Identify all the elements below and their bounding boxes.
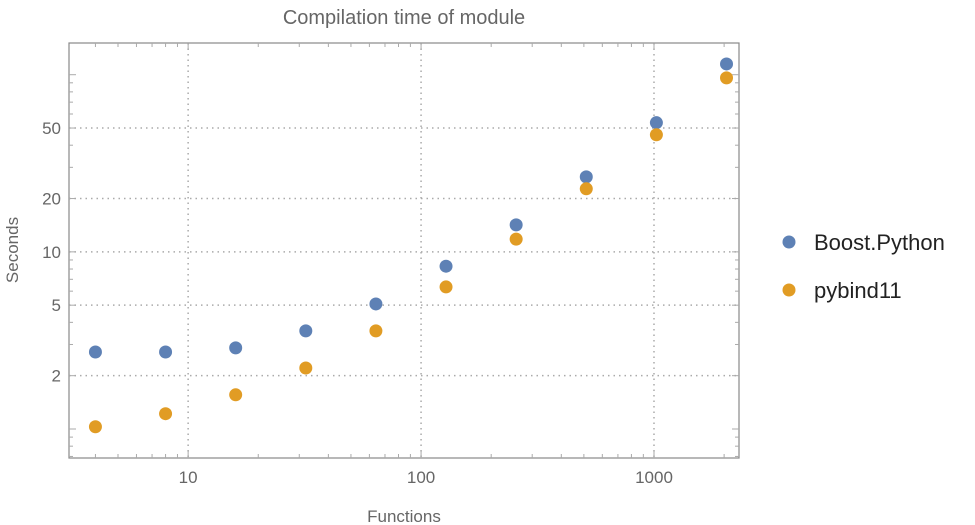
x-tick-label: 10 [179, 468, 198, 487]
data-point-boost-python [159, 345, 173, 359]
plot-frame [68, 42, 740, 459]
data-point-pybind11 [369, 324, 383, 338]
data-point-boost-python [509, 218, 523, 232]
data-point-pybind11 [159, 407, 173, 421]
x-tick-label: 100 [407, 468, 435, 487]
legend: Boost.Python pybind11 [782, 230, 945, 303]
data-points [88, 57, 734, 434]
ticks: 10 100 1000 2 5 10 20 50 [42, 43, 739, 487]
x-tick-label: 1000 [635, 468, 673, 487]
data-point-pybind11 [649, 128, 663, 142]
data-point-pybind11 [88, 420, 102, 434]
y-tick-label: 10 [42, 243, 61, 262]
y-tick-label: 20 [42, 190, 61, 209]
data-point-boost-python [299, 324, 313, 338]
data-point-pybind11 [229, 388, 243, 402]
legend-marker-pybind11 [782, 283, 796, 297]
data-point-pybind11 [579, 182, 593, 196]
x-axis-title: Functions [367, 507, 441, 525]
y-tick-label: 5 [52, 296, 61, 315]
y-tick-label: 2 [52, 367, 61, 386]
legend-label-boost-python: Boost.Python [814, 230, 945, 255]
data-point-pybind11 [439, 280, 453, 294]
y-tick-label: 50 [42, 119, 61, 138]
chart-title: Compilation time of module [283, 7, 525, 29]
data-point-boost-python [88, 345, 102, 359]
data-point-boost-python [579, 170, 593, 184]
data-point-pybind11 [509, 232, 523, 246]
data-point-pybind11 [299, 361, 313, 375]
legend-marker-boost-python [782, 235, 796, 249]
data-point-boost-python [720, 57, 734, 71]
data-point-boost-python [649, 116, 663, 130]
data-point-boost-python [439, 259, 453, 273]
data-point-boost-python [369, 297, 383, 311]
y-axis-title: Seconds [3, 217, 22, 283]
data-point-boost-python [229, 341, 243, 355]
grid [69, 43, 739, 458]
data-point-pybind11 [720, 71, 734, 85]
legend-label-pybind11: pybind11 [814, 278, 902, 303]
